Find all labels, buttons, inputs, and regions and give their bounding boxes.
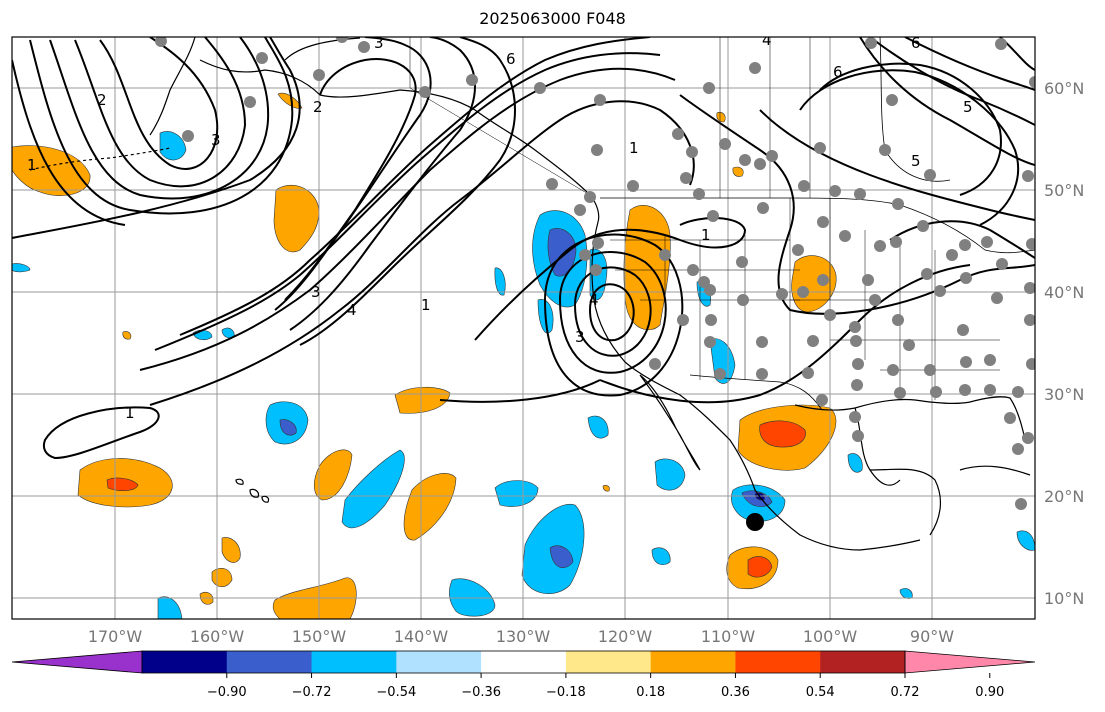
lon-tick-label: 120°W <box>598 627 653 646</box>
colorbar-segment <box>396 651 482 673</box>
anomaly-negative-area <box>587 415 609 439</box>
lat-tick-label: 60°N <box>1044 79 1084 98</box>
anomaly-negative-area <box>549 545 574 569</box>
lat-tick-label: 20°N <box>1044 487 1084 506</box>
anomaly-negative-area <box>494 267 506 296</box>
contour-label: 5 <box>963 98 973 116</box>
anomaly-positive-area <box>277 92 303 109</box>
colorbar-segment <box>735 651 821 673</box>
lon-tick-label: 130°W <box>496 627 551 646</box>
contour-label: 4 <box>762 31 772 49</box>
anomaly-negative-area <box>1016 530 1035 551</box>
contour-label: 1 <box>629 139 639 157</box>
anomaly-positive-area <box>122 331 132 340</box>
anomaly-negative-area <box>12 263 31 273</box>
anomaly-positive-area <box>273 185 320 253</box>
anomaly-negative-area <box>157 596 183 619</box>
contour-label: 1 <box>27 156 37 174</box>
coastlines <box>29 37 1035 551</box>
anomaly-positive-area <box>313 449 353 501</box>
map-frame <box>11 36 1036 620</box>
anomaly-positive-area <box>732 166 744 177</box>
anomaly-positive-area <box>602 485 610 492</box>
anomaly-positive-area <box>211 567 233 588</box>
lon-tick-label: 170°W <box>88 627 143 646</box>
colorbar-segment <box>650 651 736 673</box>
anomaly-negative-area <box>494 480 539 507</box>
lon-tick-label: 140°W <box>394 627 449 646</box>
colorbar-tick-label: −0.18 <box>546 685 586 700</box>
colorbar-tick-label: 0.36 <box>721 685 750 700</box>
colorbar-tick-label: 0.18 <box>636 685 665 700</box>
colorbar-segment <box>481 651 567 673</box>
colorbar-tick-label: −0.54 <box>376 685 416 700</box>
colorbar-extend-low <box>11 650 143 674</box>
colorbar-tick-label: −0.90 <box>207 685 247 700</box>
anomaly-positive-area <box>403 473 457 541</box>
graticule <box>12 37 1035 619</box>
anomaly-negative-area <box>341 449 405 528</box>
colorbar-segment <box>142 651 228 673</box>
station-markers <box>155 37 1035 510</box>
anomaly-positive-area <box>221 537 241 563</box>
colorbar-segment <box>565 651 652 673</box>
contour-label: 4 <box>589 291 599 309</box>
contour-label: 6 <box>833 63 843 81</box>
contour-label: 5 <box>911 152 921 170</box>
anomaly-positive-area <box>716 111 726 123</box>
lon-tick-label: 100°W <box>803 627 858 646</box>
anomaly-negative-area <box>654 458 686 491</box>
contour-label: 2 <box>313 98 323 116</box>
lon-tick-label: 160°W <box>190 627 245 646</box>
colorbar-tick-label: −0.36 <box>461 685 501 700</box>
contour-label: 2 <box>97 91 107 109</box>
contour-label: 4 <box>347 301 357 319</box>
colorbar-segment <box>226 651 313 673</box>
map-title: 2025063000 F048 <box>479 9 626 28</box>
contour-label: 3 <box>374 34 384 52</box>
lon-tick-label: 90°W <box>910 627 954 646</box>
colorbar-tick-label: 0.90 <box>975 685 1004 700</box>
lon-tick-label: 150°W <box>292 627 347 646</box>
anomaly-negative-area <box>449 578 496 617</box>
anomaly-negative-area <box>847 453 863 473</box>
contour-labels: 3 6 6 4 2 2 3 1 5 5 6 1 1 3 4 1 4 3 1 <box>27 31 973 422</box>
lat-tick-label: 10°N <box>1044 589 1084 608</box>
storm-center-marker <box>746 513 764 531</box>
colorbar-tick-label: −0.72 <box>292 685 332 700</box>
lat-tick-labels: 60°N 50°N 40°N 30°N 20°N 10°N <box>1044 79 1084 608</box>
contour-label: 6 <box>911 34 921 52</box>
anomaly-negative-area <box>159 131 187 161</box>
colorbar-tick-label: 0.54 <box>806 685 835 700</box>
colorbar-tick-label: 0.72 <box>891 685 920 700</box>
lat-tick-label: 50°N <box>1044 181 1084 200</box>
contour-label: 1 <box>421 296 431 314</box>
anomaly-positive-area <box>759 420 806 448</box>
contour-label: 3 <box>311 283 321 301</box>
anomaly-negative-area <box>651 547 671 565</box>
colorbar: −0.90 −0.72 −0.54 −0.36 −0.18 0.18 0.36 0.54 0.7… <box>11 650 1036 700</box>
colorbar-segment <box>820 651 906 673</box>
colorbar-segment <box>311 651 397 673</box>
contour-label: 3 <box>211 131 221 149</box>
contour-label: 6 <box>506 50 516 68</box>
colorbar-extend-high <box>904 650 1036 674</box>
lon-tick-labels: 170°W 160°W 150°W 140°W 130°W 120°W 110°… <box>88 627 954 646</box>
anomaly-negative-area <box>279 419 297 436</box>
lat-tick-label: 30°N <box>1044 385 1084 404</box>
lat-tick-label: 40°N <box>1044 283 1084 302</box>
height-contours <box>12 37 1035 460</box>
contour-label: 1 <box>701 226 711 244</box>
lon-tick-label: 110°W <box>701 627 756 646</box>
contour-label: 3 <box>575 328 585 346</box>
contour-label: 1 <box>125 404 135 422</box>
anomaly-positive-area <box>747 556 773 578</box>
colorbar-frame <box>141 650 906 674</box>
